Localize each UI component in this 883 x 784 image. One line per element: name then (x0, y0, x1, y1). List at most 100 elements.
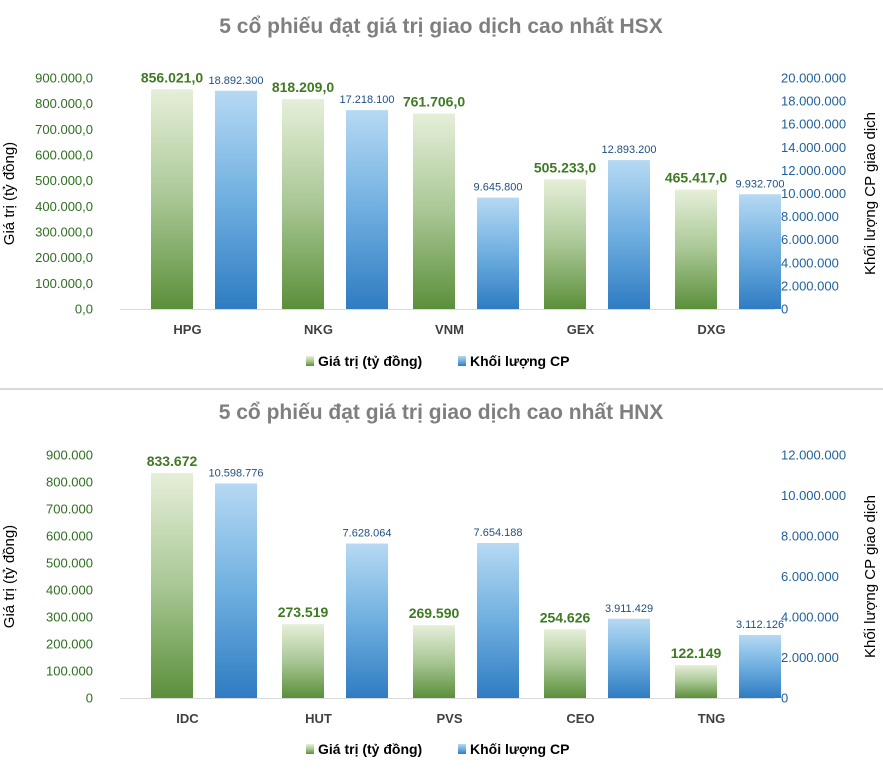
y-tick-label: 700.000,0 (35, 122, 93, 137)
y-axis-title: Giá trị (tỷ đồng) (1, 525, 18, 628)
x-tick-label: HPG (173, 322, 201, 337)
y2-axis-title: Khối lượng CP giao dịch (862, 495, 879, 658)
legend-swatch-value (306, 356, 314, 366)
y-tick-label: 0,0 (75, 302, 93, 317)
chart-panel-hnx: 5 cổ phiếu đạt giá trị giao dịch cao nhấ… (0, 390, 883, 779)
y2-tick-label: 10.000.000 (781, 488, 846, 503)
y-tick-label: 200.000 (46, 637, 93, 652)
y-tick-label: 600.000,0 (35, 148, 93, 163)
data-label-volume: 12.893.200 (601, 144, 656, 156)
y2-tick-label: 20.000.000 (781, 71, 846, 86)
y2-tick-label: 10.000.000 (781, 186, 846, 201)
bar-volume-gex (608, 160, 650, 309)
bar-value-ceo (544, 629, 586, 698)
data-label-value: 254.626 (540, 609, 591, 625)
data-label-volume: 7.654.188 (474, 527, 523, 539)
data-label-value: 761.706,0 (403, 93, 465, 109)
data-label-value: 833.672 (147, 453, 198, 469)
y2-tick-label: 8.000.000 (781, 529, 839, 544)
x-tick-label: VNM (435, 322, 464, 337)
chart-hnx: 5 cổ phiếu đạt giá trị giao dịch cao nhấ… (1, 401, 879, 757)
bar-value-pvs (413, 625, 455, 698)
data-label-value: 122.149 (671, 645, 722, 661)
y-tick-label: 200.000,0 (35, 250, 93, 265)
data-label-volume: 17.218.100 (339, 94, 394, 106)
bar-value-tng (675, 665, 717, 698)
y-tick-label: 700.000 (46, 502, 93, 517)
x-tick-label: PVS (436, 711, 462, 726)
y2-tick-label: 12.000.000 (781, 163, 846, 178)
legend-label-value: Giá trị (tỷ đồng) (318, 353, 422, 369)
bar-volume-idc (215, 483, 257, 698)
y2-tick-label: 6.000.000 (781, 569, 839, 584)
bar-volume-dxg (739, 194, 781, 309)
y2-tick-label: 4.000.000 (781, 255, 839, 270)
chart-panel-hsx: 5 cổ phiếu đạt giá trị giao dịch cao nhấ… (0, 0, 883, 389)
data-label-volume: 3.112.126 (736, 619, 784, 631)
data-label-value: 505.233,0 (534, 159, 596, 175)
x-tick-label: GEX (567, 322, 595, 337)
bar-volume-pvs (477, 543, 519, 698)
x-tick-label: IDC (176, 711, 199, 726)
chart-hsx: 5 cổ phiếu đạt giá trị giao dịch cao nhấ… (1, 15, 879, 369)
data-label-volume: 9.645.800 (474, 182, 523, 194)
legend-swatch-volume (458, 744, 466, 754)
y-tick-label: 900.000,0 (35, 71, 93, 86)
legend-label-value: Giá trị (tỷ đồng) (318, 741, 422, 757)
y-tick-label: 0 (86, 691, 93, 706)
y2-axis-title: Khối lượng CP giao dịch (862, 112, 879, 275)
y-tick-label: 100.000 (46, 664, 93, 679)
bar-value-gex (544, 179, 586, 309)
y-tick-label: 800.000,0 (35, 96, 93, 111)
y2-tick-label: 2.000.000 (781, 650, 839, 665)
data-label-value: 269.590 (409, 605, 460, 621)
bar-volume-hpg (215, 90, 257, 309)
y2-tick-label: 2.000.000 (781, 278, 839, 293)
x-tick-label: CEO (566, 711, 594, 726)
legend-swatch-volume (458, 356, 466, 366)
y-tick-label: 100.000,0 (35, 276, 93, 291)
x-tick-label: HUT (305, 711, 332, 726)
chart-title: 5 cổ phiếu đạt giá trị giao dịch cao nhấ… (219, 15, 662, 38)
data-label-value: 465.417,0 (665, 170, 727, 186)
x-tick-label: TNG (698, 711, 725, 726)
bar-volume-ceo (608, 618, 650, 698)
y-tick-label: 300.000,0 (35, 225, 93, 240)
data-label-volume: 3.911.429 (605, 603, 653, 615)
y2-tick-label: 12.000.000 (781, 448, 846, 463)
data-label-volume: 7.628.064 (343, 528, 392, 540)
legend-swatch-value (306, 744, 314, 754)
y2-tick-label: 8.000.000 (781, 209, 839, 224)
y2-tick-label: 18.000.000 (781, 94, 846, 109)
y-tick-label: 400.000,0 (35, 199, 93, 214)
data-label-value: 856.021,0 (141, 69, 203, 85)
bar-volume-tng (739, 634, 781, 698)
chart-title: 5 cổ phiếu đạt giá trị giao dịch cao nhấ… (219, 401, 664, 424)
legend-label-volume: Khối lượng CP (470, 353, 569, 369)
legend-label-volume: Khối lượng CP (470, 741, 569, 757)
y2-tick-label: 0 (781, 302, 788, 317)
y-tick-label: 500.000,0 (35, 173, 93, 188)
bar-volume-nkg (346, 110, 388, 309)
y-tick-label: 600.000 (46, 529, 93, 544)
bar-value-nkg (282, 98, 324, 309)
y2-tick-label: 14.000.000 (781, 140, 846, 155)
x-tick-label: DXG (697, 322, 725, 337)
bar-value-hut (282, 624, 324, 698)
bar-value-vnm (413, 113, 455, 310)
bar-value-dxg (675, 189, 717, 309)
y2-tick-label: 4.000.000 (781, 610, 839, 625)
bar-value-idc (151, 472, 193, 698)
bar-volume-vnm (477, 197, 519, 309)
y2-tick-label: 6.000.000 (781, 232, 839, 247)
data-label-volume: 18.892.300 (208, 75, 263, 87)
data-label-value: 273.519 (278, 604, 329, 620)
bar-value-hpg (151, 89, 193, 310)
y-tick-label: 500.000 (46, 556, 93, 571)
data-label-volume: 9.932.700 (736, 178, 785, 190)
x-tick-label: NKG (304, 322, 333, 337)
y2-tick-label: 0 (781, 691, 788, 706)
y-tick-label: 800.000 (46, 475, 93, 490)
chart-divider (0, 388, 883, 390)
y2-tick-label: 16.000.000 (781, 117, 846, 132)
